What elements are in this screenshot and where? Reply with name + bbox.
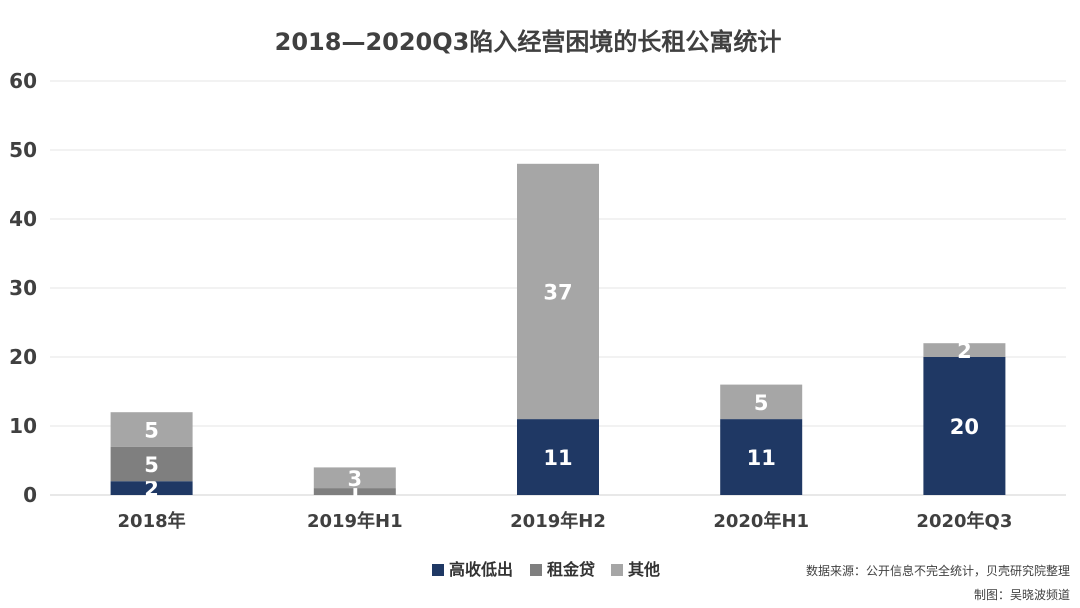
bar-segment xyxy=(923,343,1006,357)
y-tick-label: 0 xyxy=(23,483,37,507)
data-label: 2 xyxy=(144,477,159,501)
y-tick-label: 40 xyxy=(9,207,37,231)
x-tick-label: 2020年Q3 xyxy=(916,510,1012,532)
data-label: 37 xyxy=(543,280,572,304)
legend: 高收低出 租金贷 其他 xyxy=(432,560,660,579)
x-tick-label: 2019年H2 xyxy=(510,510,606,532)
bar-segment xyxy=(720,419,803,495)
data-label: 5 xyxy=(144,453,159,477)
legend-swatch xyxy=(530,564,542,576)
bar-segment xyxy=(923,357,1006,495)
x-tick-label: 2018年 xyxy=(118,510,186,532)
bar-segment xyxy=(313,488,396,495)
legend-swatch xyxy=(432,564,444,576)
bar-segment xyxy=(110,412,193,447)
data-label: 5 xyxy=(754,391,769,415)
x-tick-label: 2020年H1 xyxy=(713,510,809,532)
x-tick-label: 2019年H1 xyxy=(307,510,403,532)
x-axis: 2018年 2019年H1 2019年H2 2020年H1 2020年Q3 xyxy=(118,510,1013,532)
bar-segment xyxy=(517,163,599,420)
bar-segment xyxy=(313,467,396,489)
data-label: 2 xyxy=(957,339,972,363)
legend-label: 其他 xyxy=(628,560,660,579)
legend-label: 租金贷 xyxy=(547,560,595,579)
bar-segment xyxy=(110,481,193,495)
bar-segment xyxy=(110,446,193,482)
data-label: 5 xyxy=(144,418,159,442)
y-tick-label: 50 xyxy=(9,138,37,162)
bar-segment xyxy=(517,419,599,495)
data-label: 3 xyxy=(347,467,362,491)
data-label: 11 xyxy=(543,446,572,470)
bar-segment xyxy=(720,384,803,420)
data-label: 20 xyxy=(950,415,979,439)
y-tick-label: 20 xyxy=(9,345,37,369)
y-axis: 0 10 20 30 40 50 60 xyxy=(9,69,37,507)
data-label: 11 xyxy=(747,446,776,470)
y-tick-label: 60 xyxy=(9,69,37,93)
y-tick-label: 30 xyxy=(9,276,37,300)
legend-label: 高收低出 xyxy=(449,560,513,579)
chart-title: 2018—2020Q3陷入经营困境的长租公寓统计 xyxy=(275,28,782,56)
legend-swatch xyxy=(611,564,623,576)
source-note: 数据来源：公开信息不完全统计，贝壳研究院整理 xyxy=(806,563,1070,578)
y-tick-label: 10 xyxy=(9,414,37,438)
credit-note: 制图：吴晓波频道 xyxy=(974,588,1070,602)
